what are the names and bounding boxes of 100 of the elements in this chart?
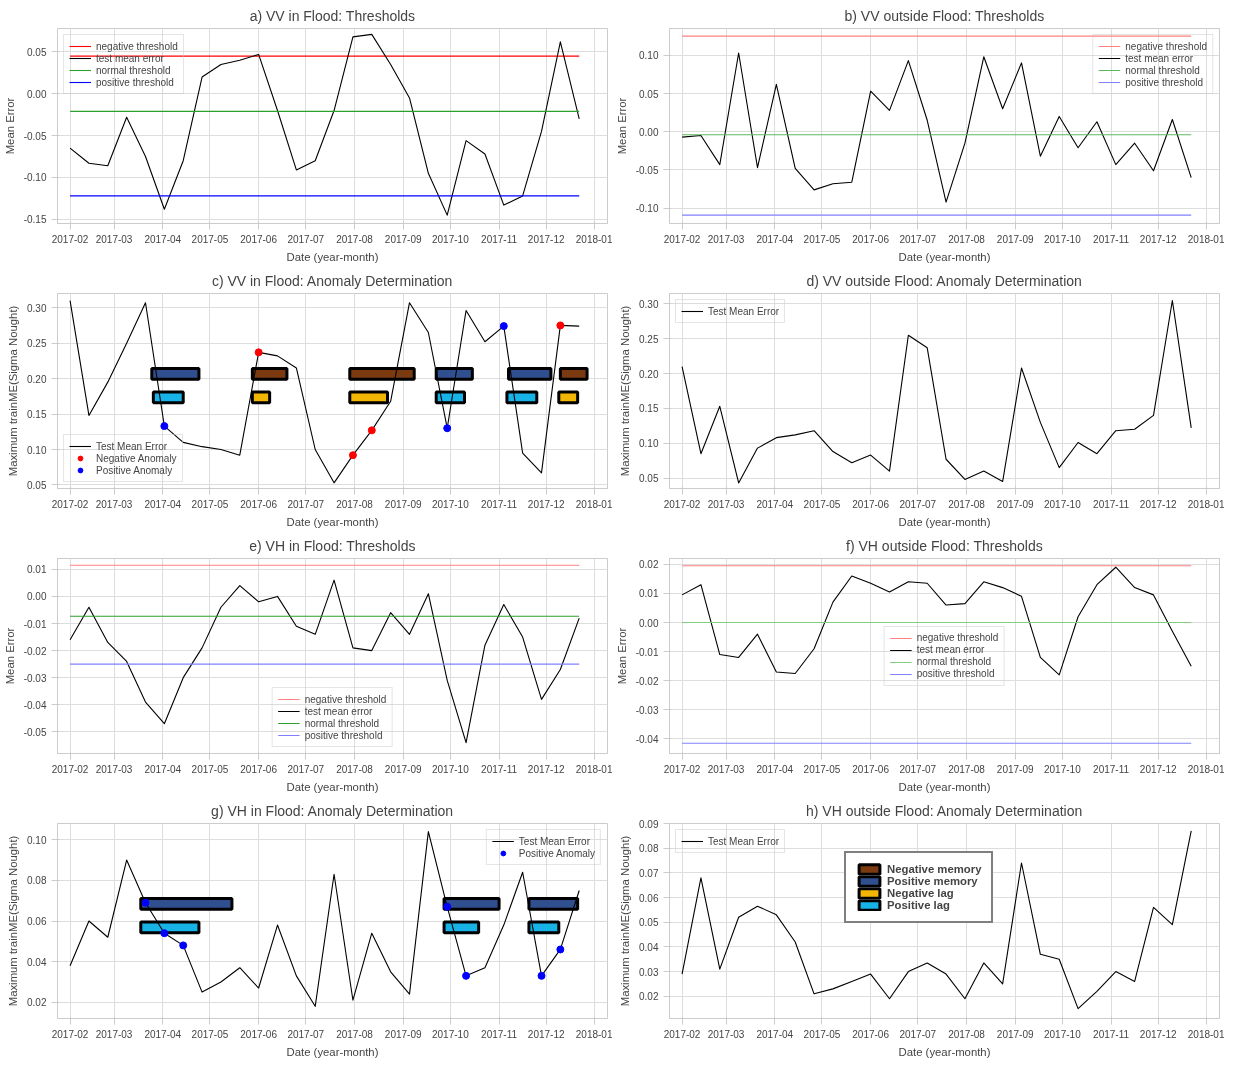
legend-label: negative threshold — [304, 693, 387, 705]
x-tick-label: 2017-12 — [527, 763, 565, 775]
x-axis-title: Date (year-month) — [898, 515, 991, 528]
legend-label: Negative memory — [887, 863, 982, 875]
x-tick-label: 2017-12 — [1139, 763, 1177, 775]
x-tick-label: 2017-03 — [95, 763, 133, 775]
x-axis-title: Date (year-month) — [898, 1045, 991, 1058]
x-tick-label: 2017-05 — [191, 498, 229, 510]
legend-label: test mean error — [916, 644, 985, 655]
y-tick-label: -0.04 — [635, 733, 659, 745]
y-axis-title: Maximum trainME(Sigma Nought) — [7, 305, 20, 477]
x-tick-label: 2017-12 — [1139, 233, 1177, 245]
y-tick-label: 0.05 — [27, 479, 47, 491]
y-tick-label: 0.05 — [27, 46, 47, 58]
x-tick-label: 2017-10 — [1044, 233, 1082, 245]
legend-label: positive threshold — [96, 76, 174, 88]
legend-label: negative threshold — [1125, 40, 1207, 52]
y-tick-label: 0.05 — [639, 88, 659, 100]
y-tick-label: 0.30 — [27, 302, 47, 314]
chart-title: a) VV in Flood: Thresholds — [249, 7, 416, 24]
x-tick-label: 2018-01 — [1187, 233, 1225, 245]
x-tick-label: 2017-11 — [481, 763, 518, 775]
y-tick-label: 0.30 — [639, 298, 659, 310]
x-axis-title: Date (year-month) — [286, 780, 379, 793]
legend-label: Negative Anomaly — [96, 452, 177, 464]
legend-label: normal threshold — [304, 717, 380, 729]
x-tick-label: 2017-05 — [191, 763, 229, 775]
y-tick-label: 0.01 — [27, 564, 47, 576]
chart-title: f) VH outside Flood: Thresholds — [846, 537, 1043, 554]
x-tick-label: 2017-07 — [899, 498, 937, 510]
x-tick-label: 2017-07 — [899, 1028, 937, 1040]
x-tick-label: 2017-03 — [95, 1028, 133, 1040]
x-tick-label: 2017-09 — [384, 763, 422, 775]
x-tick-label: 2017-08 — [948, 498, 986, 510]
y-tick-label: 0.20 — [639, 368, 659, 380]
x-axis-title: Date (year-month) — [286, 515, 379, 528]
y-tick-label: 0.02 — [639, 559, 659, 571]
x-tick-label: 2017-06 — [852, 498, 890, 510]
y-tick-label: 0.08 — [639, 843, 659, 855]
x-tick-label: 2017-04 — [756, 763, 794, 775]
y-tick-label: 0.06 — [639, 892, 659, 904]
x-tick-label: 2018-01 — [575, 763, 613, 775]
y-tick-label: 0.25 — [639, 333, 659, 345]
y-axis-title: Mean Error — [3, 97, 16, 155]
y-axis-title: Maximum trainME(Sigma Nought) — [619, 835, 632, 1007]
legend-label: normal threshold — [96, 64, 171, 76]
legend-label: Positive Anomaly — [96, 464, 173, 476]
x-tick-label: 2018-01 — [1187, 763, 1225, 775]
y-tick-label: 0.05 — [639, 917, 659, 929]
x-tick-label: 2017-12 — [1139, 1028, 1177, 1040]
x-tick-label: 2017-10 — [1044, 1028, 1082, 1040]
x-tick-label: 2017-08 — [336, 763, 374, 775]
x-tick-label: 2017-05 — [803, 233, 841, 245]
y-tick-label: 0.03 — [639, 966, 659, 978]
x-axis-title: Date (year-month) — [898, 250, 991, 263]
x-tick-label: 2017-05 — [191, 233, 229, 245]
y-tick-label: 0.10 — [27, 444, 47, 456]
x-tick-label: 2018-01 — [575, 233, 613, 245]
y-tick-label: 0.00 — [639, 617, 659, 629]
x-tick-label: 2017-09 — [384, 498, 422, 510]
x-tick-label: 2017-04 — [756, 498, 794, 510]
y-tick-label: -0.05 — [635, 164, 659, 176]
x-tick-label: 2017-08 — [336, 1028, 374, 1040]
x-tick-label: 2017-12 — [527, 498, 565, 510]
y-tick-label: 0.07 — [639, 867, 659, 879]
legend-label: normal threshold — [916, 656, 992, 667]
x-tick-label: 2017-07 — [899, 763, 937, 775]
x-tick-label: 2017-03 — [707, 498, 745, 510]
x-tick-label: 2017-02 — [663, 498, 701, 510]
y-tick-label: 0.10 — [639, 438, 659, 450]
y-tick-label: -0.15 — [23, 214, 47, 226]
legend-label: Negative lag — [887, 887, 954, 899]
y-tick-label: 0.00 — [27, 88, 47, 100]
x-tick-label: 2017-09 — [384, 1028, 422, 1040]
x-tick-label: 2017-06 — [240, 1028, 278, 1040]
x-tick-label: 2017-07 — [287, 498, 325, 510]
chart-title: d) VV outside Flood: Anomaly Determination — [806, 272, 1082, 289]
y-tick-label: -0.01 — [635, 646, 659, 658]
legend-label: normal threshold — [1125, 64, 1200, 76]
x-tick-label: 2017-04 — [144, 1028, 182, 1040]
legend-label: Positive Anomaly — [518, 847, 595, 859]
x-tick-label: 2017-02 — [51, 763, 89, 775]
x-tick-label: 2017-09 — [996, 763, 1034, 775]
chart-title: h) VH outside Flood: Anomaly Determination — [805, 802, 1083, 819]
y-tick-label: 0.10 — [27, 834, 47, 846]
y-tick-label: 0.00 — [639, 126, 659, 138]
y-tick-label: 0.20 — [27, 373, 47, 385]
legend-label: Positive memory — [887, 875, 978, 887]
chart-title: e) VH in Flood: Thresholds — [249, 537, 416, 554]
x-tick-label: 2018-01 — [1187, 498, 1225, 510]
x-tick-label: 2017-07 — [287, 1028, 325, 1040]
x-axis-title: Date (year-month) — [898, 780, 991, 793]
x-tick-label: 2017-11 — [1093, 1028, 1130, 1040]
x-tick-label: 2017-10 — [432, 498, 470, 510]
chart-title: b) VV outside Flood: Thresholds — [844, 7, 1045, 24]
y-tick-label: -0.04 — [23, 699, 47, 711]
x-tick-label: 2017-09 — [996, 1028, 1034, 1040]
x-tick-label: 2017-11 — [481, 498, 518, 510]
y-axis-title: Maximum trainME(Sigma Nought) — [619, 305, 632, 477]
x-tick-label: 2017-12 — [527, 1028, 565, 1040]
